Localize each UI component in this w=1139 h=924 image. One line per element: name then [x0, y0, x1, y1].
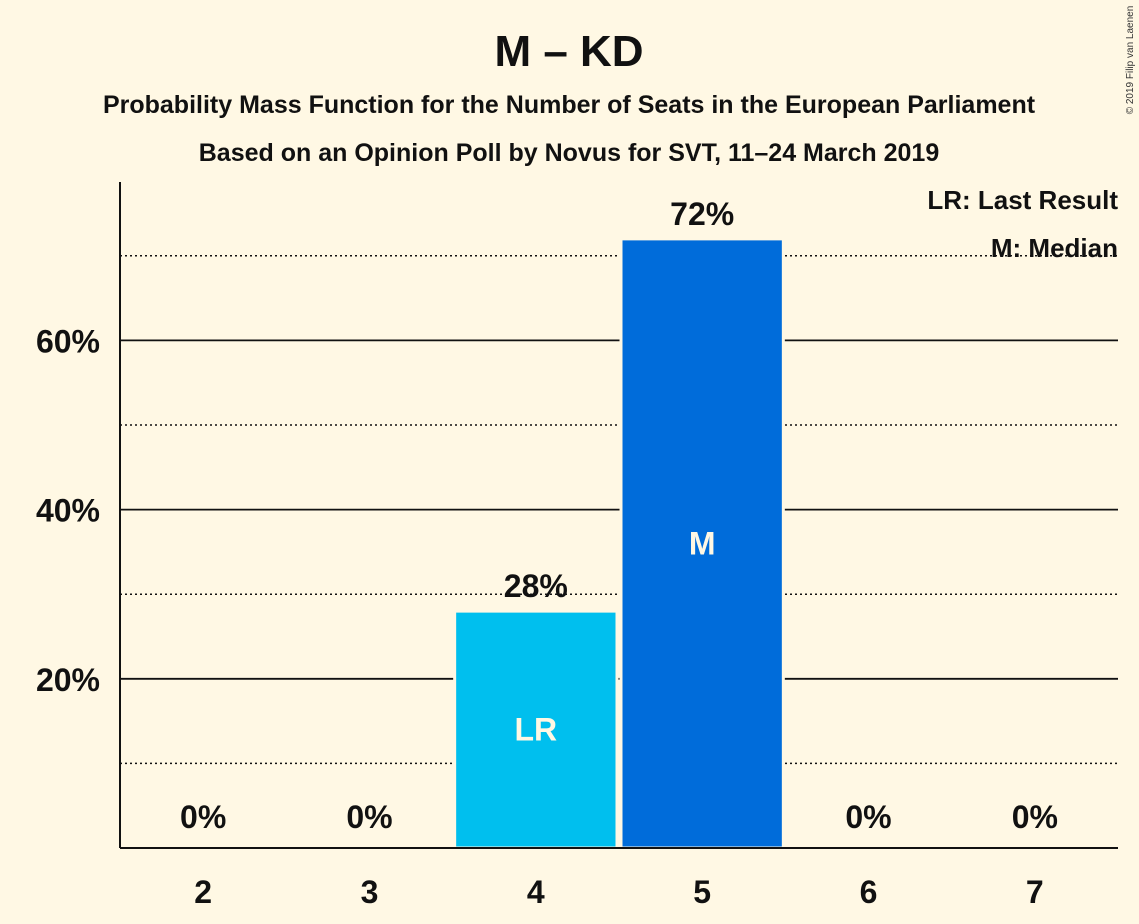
- legend-median: M: Median: [991, 233, 1118, 263]
- data-label: 0%: [180, 799, 226, 835]
- bar: [619, 237, 785, 850]
- y-tick-label: 40%: [36, 493, 100, 529]
- x-tick-label: 3: [361, 874, 379, 910]
- copyright-notice: © 2019 Filip van Laenen: [1125, 6, 1136, 115]
- bar-marker-label: LR: [515, 712, 558, 748]
- gridlines: [120, 255, 1118, 765]
- chart-subtitle-2: Based on an Opinion Poll by Novus for SV…: [199, 139, 940, 167]
- data-labels: 0% 0% LR 28% M 72% 0% 0%: [180, 196, 1058, 835]
- legend-last-result: LR: Last Result: [927, 185, 1118, 215]
- x-tick-label: 2: [194, 874, 212, 910]
- data-label: 72%: [670, 196, 734, 232]
- x-tick-label: 5: [693, 874, 711, 910]
- bars: [453, 237, 785, 850]
- y-tick-label: 60%: [36, 323, 100, 359]
- axes: 20% 40% 60% 2 3 4 5 6 7: [36, 182, 1118, 910]
- data-label: 0%: [845, 799, 891, 835]
- y-tick-label: 20%: [36, 662, 100, 698]
- data-label: 28%: [504, 568, 568, 604]
- data-label: 0%: [346, 799, 392, 835]
- chart-title: M – KD: [494, 27, 643, 76]
- x-tick-label: 4: [527, 874, 545, 910]
- x-tick-label: 6: [860, 874, 878, 910]
- bar-marker-label: M: [689, 525, 716, 561]
- data-label: 0%: [1012, 799, 1058, 835]
- bar: [453, 609, 619, 850]
- x-tick-label: 7: [1026, 874, 1044, 910]
- chart-subtitle-1: Probability Mass Function for the Number…: [103, 91, 1036, 119]
